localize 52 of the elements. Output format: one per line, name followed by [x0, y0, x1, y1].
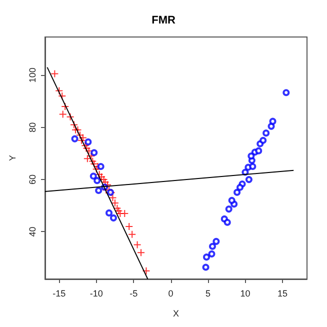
point — [249, 162, 256, 170]
point — [208, 250, 216, 258]
x-axis-title: X — [172, 308, 180, 318]
point — [282, 89, 290, 96]
point — [106, 209, 113, 216]
point — [212, 238, 220, 245]
point — [71, 135, 78, 142]
point — [97, 162, 104, 170]
y-tick-label: 100 — [28, 68, 38, 83]
point — [228, 196, 236, 204]
point — [125, 222, 134, 231]
point — [110, 214, 117, 222]
point — [84, 138, 92, 146]
point — [66, 112, 74, 121]
point — [208, 242, 216, 250]
x-tick-label: -15 — [52, 288, 66, 298]
point — [248, 152, 255, 160]
point — [269, 118, 276, 125]
x-tick-label: 10 — [240, 288, 250, 298]
chart-title: FMR — [152, 14, 176, 26]
point — [262, 130, 270, 137]
x-tick-label: 5 — [206, 288, 211, 298]
point — [128, 230, 136, 238]
point — [50, 70, 59, 78]
point — [260, 136, 267, 144]
point — [61, 102, 70, 110]
y-tick-label: 40 — [28, 226, 38, 237]
y-tick-label: 60 — [28, 174, 38, 185]
point — [58, 110, 67, 118]
point — [255, 147, 262, 154]
point — [224, 218, 231, 226]
y-tick-label: 80 — [28, 122, 38, 132]
point — [203, 254, 210, 261]
point — [82, 144, 91, 152]
point — [225, 206, 232, 213]
x-tick-label: -5 — [130, 288, 138, 298]
x-tick-label: 0 — [168, 288, 174, 298]
point — [202, 264, 210, 271]
y-axis-title: Y — [8, 154, 18, 162]
point — [142, 266, 150, 275]
point — [245, 176, 252, 184]
point — [95, 187, 102, 194]
point — [90, 172, 97, 180]
point — [133, 240, 142, 249]
point — [78, 134, 87, 142]
point — [234, 188, 241, 196]
point — [236, 184, 244, 191]
point — [90, 149, 98, 156]
x-tick-label: -10 — [90, 288, 103, 298]
point — [137, 248, 146, 257]
x-tick-label: 15 — [277, 288, 288, 298]
point — [94, 177, 101, 184]
